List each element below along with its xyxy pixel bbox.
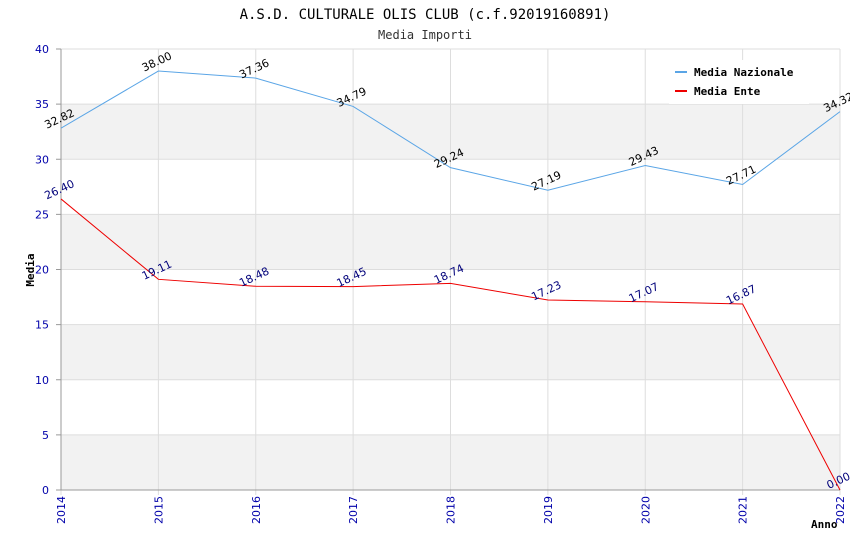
y-tick-label: 15 — [35, 319, 49, 332]
legend-label: Media Nazionale — [694, 66, 794, 79]
x-tick-label: 2017 — [347, 496, 360, 524]
data-label: 26.40 — [42, 177, 76, 202]
y-tick-label: 10 — [35, 374, 49, 387]
y-tick-label: 0 — [42, 484, 49, 497]
x-tick-label: 2014 — [55, 496, 68, 524]
chart-subtitle: Media Importi — [378, 28, 472, 42]
legend-box — [669, 60, 809, 104]
chart-title: A.S.D. CULTURALE OLIS CLUB (c.f.92019160… — [240, 7, 611, 23]
series-line — [60, 70, 841, 191]
x-tick-label: 2019 — [542, 496, 555, 524]
y-tick-label: 5 — [42, 429, 49, 442]
x-tick-label: 2018 — [445, 496, 458, 524]
x-tick-label: 2015 — [152, 496, 165, 524]
x-axis-ticks: 2014 2015 2016 2017 2018 2019 2020 2021 2022 — [55, 496, 847, 524]
y-tick-label: 35 — [35, 98, 49, 111]
y-axis-label: Media — [24, 253, 37, 286]
x-tick-label: 2016 — [250, 496, 263, 524]
y-tick-label: 40 — [35, 43, 49, 56]
legend-label: Media Ente — [694, 85, 761, 98]
y-tick-label: 30 — [35, 153, 49, 166]
y-tick-label: 25 — [35, 208, 49, 221]
y-axis-ticks: 0 5 10 15 20 25 30 35 40 — [35, 43, 61, 497]
data-label: 38.00 — [140, 49, 174, 74]
y-tick-label: 20 — [35, 264, 49, 277]
legend: Media Nazionale Media Ente — [669, 60, 809, 104]
series-line — [60, 198, 841, 491]
x-tick-label: 2022 — [834, 496, 847, 524]
x-tick-label: 2020 — [639, 496, 652, 524]
x-tick-label: 2021 — [737, 496, 750, 524]
x-axis-label: Anno — [811, 518, 838, 531]
